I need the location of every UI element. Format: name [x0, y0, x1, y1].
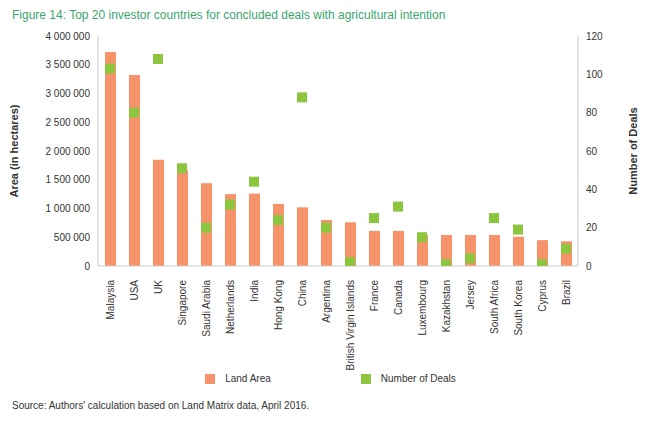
html-text:Source: Authors' calculation b: Source: Authors' calculation based on La…: [12, 400, 310, 411]
svg-text:India: India: [249, 280, 260, 302]
svg-text:1 500 000: 1 500 000: [46, 174, 91, 185]
svg-text:Cyprus: Cyprus: [537, 280, 548, 312]
svg-text:Malaysia: Malaysia: [105, 280, 116, 320]
svg-text:500 000: 500 000: [54, 232, 91, 243]
svg-text:Hong Kong: Hong Kong: [273, 280, 284, 330]
svg-text:3 000 000: 3 000 000: [46, 88, 91, 99]
svg-text:2 000 000: 2 000 000: [46, 146, 91, 157]
svg-text:Jersey: Jersey: [465, 280, 476, 309]
svg-text:France: France: [369, 280, 380, 312]
svg-text:British Virgin Islands: British Virgin Islands: [345, 280, 356, 370]
svg-text:Singapore: Singapore: [177, 280, 188, 326]
svg-text:0: 0: [586, 261, 592, 272]
svg-text:Area (in hectares): Area (in hectares): [8, 104, 20, 197]
svg-text:Canada: Canada: [393, 280, 404, 315]
svg-text:0: 0: [84, 261, 90, 272]
svg-text:2 500 000: 2 500 000: [46, 117, 91, 128]
svg-text:China: China: [297, 280, 308, 307]
svg-text:100: 100: [586, 69, 603, 80]
svg-text:Netherlands: Netherlands: [225, 280, 236, 334]
svg-text:South Korea: South Korea: [513, 280, 524, 336]
svg-text:3 500 000: 3 500 000: [46, 59, 91, 70]
html-text:Figure 14: Top 20 investor cou: Figure 14: Top 20 investor countries for…: [12, 8, 446, 22]
svg-text:Number of Deals: Number of Deals: [627, 107, 639, 194]
svg-text:Brazil: Brazil: [561, 280, 572, 305]
html-text:Land Area: Land Area: [225, 373, 271, 384]
svg-text:UK: UK: [153, 280, 164, 294]
svg-text:80: 80: [586, 107, 598, 118]
svg-text:USA: USA: [129, 280, 140, 301]
html-text:Number of Deals: Number of Deals: [380, 373, 456, 384]
svg-text:Saudi Arabia: Saudi Arabia: [201, 280, 212, 337]
svg-text:4 000 000: 4 000 000: [46, 31, 91, 42]
svg-text:South Africa: South Africa: [489, 280, 500, 334]
svg-text:Kazakhstan: Kazakhstan: [441, 280, 452, 332]
svg-text:1 000 000: 1 000 000: [46, 203, 91, 214]
svg-text:20: 20: [586, 222, 598, 233]
svg-text:120: 120: [586, 31, 603, 42]
svg-text:Luxembourg: Luxembourg: [417, 280, 428, 336]
svg-text:40: 40: [586, 184, 598, 195]
svg-text:60: 60: [586, 146, 598, 157]
svg-text:Argentina: Argentina: [321, 280, 332, 323]
